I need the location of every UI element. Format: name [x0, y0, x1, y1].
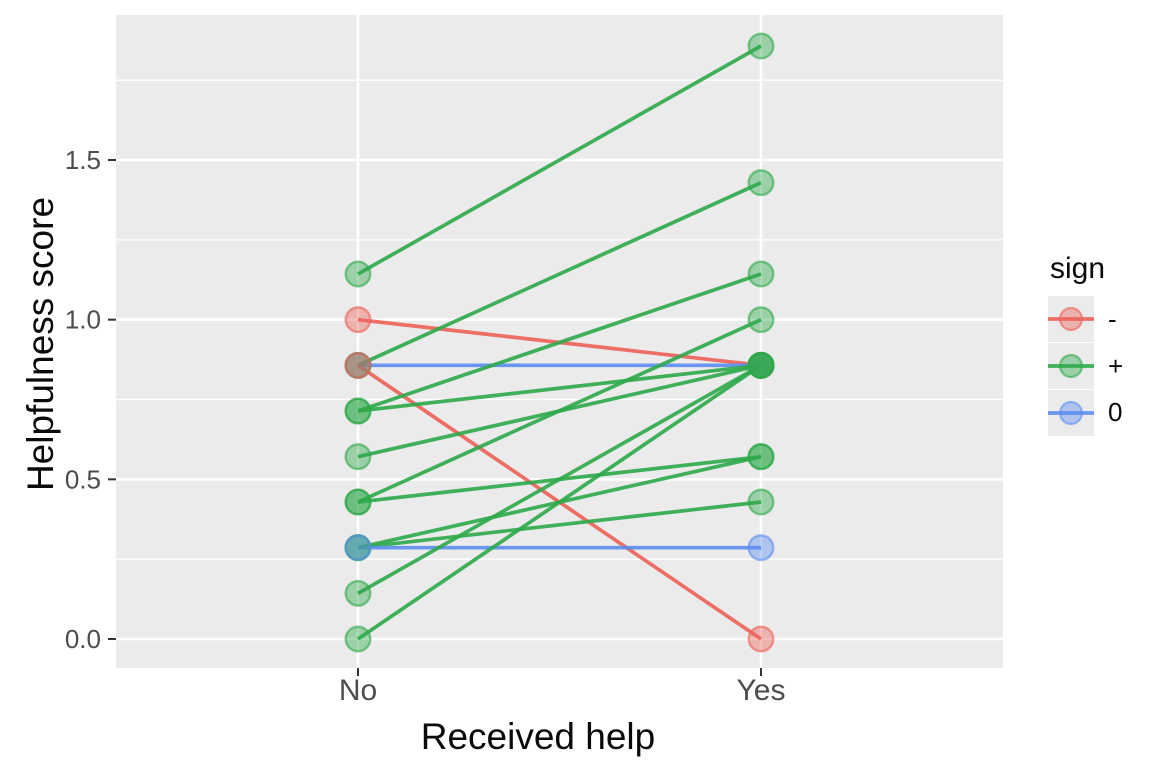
data-point	[344, 260, 372, 288]
data-point	[747, 534, 775, 562]
pair-line	[357, 272, 762, 413]
pair-line	[357, 317, 762, 504]
legend-key-point	[1058, 307, 1084, 332]
data-point	[747, 306, 775, 334]
legend-key-point	[1058, 400, 1084, 425]
data-point	[344, 397, 372, 425]
y-axis-title: Helpfulness score	[20, 196, 61, 492]
data-point	[344, 625, 372, 653]
legend-entry-label: +	[1108, 350, 1124, 381]
data-point	[747, 32, 775, 60]
pair-line	[357, 363, 762, 595]
legend-keys: - +0	[1048, 296, 1123, 436]
pair-line	[356, 363, 763, 641]
legend-key-point	[1058, 353, 1084, 379]
y-tick-label: 1.0	[65, 305, 101, 335]
data-point	[344, 306, 372, 334]
data-point	[747, 260, 775, 288]
pair-line	[357, 44, 762, 276]
x-category-label: No	[339, 674, 377, 707]
x-category-label: Yes	[737, 674, 786, 707]
legend: sign - +0	[1048, 252, 1123, 436]
legend-title: sign	[1050, 252, 1106, 285]
legend-key-swatch	[1048, 389, 1094, 436]
legend-entry-label: -	[1108, 303, 1117, 334]
pair-line	[357, 180, 762, 368]
data-point	[344, 534, 372, 562]
x-axis-title: Received help	[0, 716, 1120, 758]
data-point	[747, 488, 775, 516]
data-point	[747, 169, 775, 197]
data-point	[747, 351, 775, 379]
legend-entry-label: 0	[1108, 397, 1123, 428]
legend-entry: -	[1048, 296, 1123, 343]
data-point	[747, 625, 775, 653]
data-point	[344, 488, 372, 516]
legend-entry: +	[1048, 343, 1123, 390]
y-tick-label: 1.5	[65, 145, 101, 175]
pair-line	[357, 500, 762, 550]
y-tick-label: 0.0	[65, 624, 101, 654]
legend-key-swatch	[1048, 296, 1094, 343]
x-axis-title-text: Received help	[420, 716, 656, 757]
data-point	[747, 443, 775, 471]
data-point	[344, 351, 372, 379]
legend-entry: 0	[1048, 389, 1123, 436]
y-tick-label: 0.5	[65, 464, 101, 494]
pair-line	[357, 363, 762, 413]
data-point	[344, 443, 372, 471]
legend-key-swatch	[1048, 343, 1094, 390]
data-point	[344, 579, 372, 607]
